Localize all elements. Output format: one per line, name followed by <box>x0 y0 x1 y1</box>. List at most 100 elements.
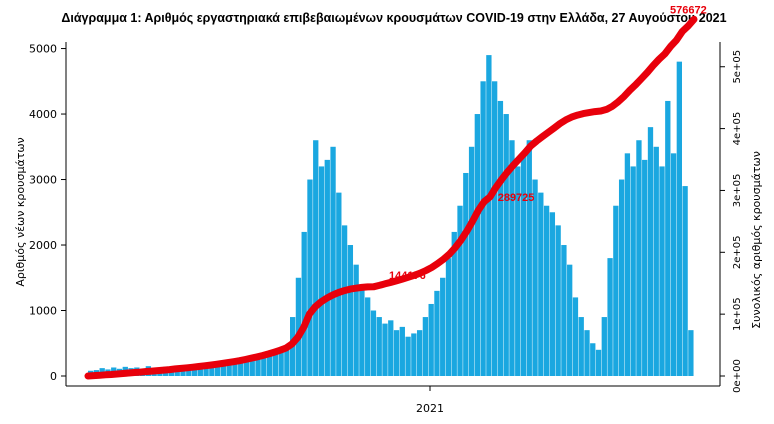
cumulative-line <box>84 15 698 380</box>
bar <box>503 114 509 376</box>
bar <box>324 159 330 376</box>
bar <box>255 356 261 376</box>
y-left-tick-label: 3000 <box>29 174 57 187</box>
y-axis-right-label: Συνολικός αριθμός κρουσμάτων <box>750 151 763 329</box>
y-right-tick-label: 4e+05 <box>732 112 743 146</box>
bar <box>549 212 556 376</box>
cumulative-annotation: 289725 <box>498 192 535 204</box>
y-axis-left-ticks: 0 1000 2000 3000 4000 5000 <box>29 43 66 383</box>
cumulative-line-path <box>84 15 698 380</box>
chart-title: Διάγραμμα 1: Αριθμός εργαστηριακά επιβεβ… <box>61 11 726 25</box>
bar <box>567 264 573 376</box>
bar <box>653 146 659 376</box>
bar <box>341 225 348 376</box>
bar <box>590 343 596 376</box>
bar <box>543 205 550 376</box>
bar <box>532 179 538 376</box>
bar <box>474 114 480 376</box>
y-right-tick-label: 1e+05 <box>732 297 743 331</box>
y-left-tick-label: 1000 <box>29 305 57 318</box>
bar <box>676 61 682 376</box>
bar <box>520 153 527 376</box>
cumulative-annotation: 576672 <box>670 4 707 16</box>
bar <box>278 348 284 376</box>
bar <box>336 192 342 376</box>
y-left-tick-label: 4000 <box>29 108 57 121</box>
bar <box>191 365 198 376</box>
bar <box>538 192 544 376</box>
bar <box>434 290 440 376</box>
y-right-tick-label: 5e+05 <box>732 50 743 84</box>
bar <box>197 366 203 376</box>
bar <box>445 258 452 376</box>
bar <box>232 361 238 376</box>
bar <box>509 140 515 376</box>
bar <box>295 277 302 376</box>
bar <box>578 317 584 376</box>
bar <box>388 320 394 376</box>
bar <box>243 359 250 376</box>
bar-series <box>88 55 694 377</box>
bar <box>515 166 521 376</box>
bar <box>301 231 307 376</box>
bar <box>186 366 192 376</box>
bar <box>630 166 636 376</box>
bar <box>584 330 590 376</box>
bar <box>416 330 423 376</box>
x-tick-label: 2021 <box>416 402 444 415</box>
bar <box>463 172 469 376</box>
bar <box>284 345 290 376</box>
bar <box>359 284 365 376</box>
bar <box>595 349 602 376</box>
bar <box>457 205 463 376</box>
bar <box>555 225 561 376</box>
bar <box>393 330 400 376</box>
bar <box>249 357 255 376</box>
y-right-tick-label: 2e+05 <box>732 235 743 269</box>
y-left-tick-label: 5000 <box>29 43 57 56</box>
bar <box>497 100 504 377</box>
bar <box>618 179 625 376</box>
bar <box>261 355 267 376</box>
bar <box>561 245 567 376</box>
bar <box>486 55 492 377</box>
bar <box>682 186 688 376</box>
bar <box>659 166 665 376</box>
bar <box>347 245 354 376</box>
bar <box>376 317 382 376</box>
bar <box>601 317 607 376</box>
bar <box>642 159 648 376</box>
y-axis-right-ticks: 0e+00 1e+05 2e+05 3e+05 4e+05 5e+05 <box>720 50 743 393</box>
y-left-tick-label: 2000 <box>29 239 57 252</box>
bar <box>209 365 215 376</box>
bar <box>307 179 313 376</box>
bar <box>688 330 694 376</box>
bar <box>572 297 579 376</box>
bar <box>238 360 244 376</box>
bar <box>665 100 671 377</box>
bar <box>203 364 209 376</box>
bar <box>480 81 486 376</box>
y-right-tick-label: 0e+00 <box>732 359 743 393</box>
bar <box>365 297 371 376</box>
bar <box>180 367 186 376</box>
y-right-tick-label: 3e+05 <box>732 174 743 208</box>
bar <box>636 140 642 376</box>
bar <box>313 140 319 376</box>
bar <box>399 326 405 376</box>
bar <box>607 258 613 376</box>
bar <box>353 264 359 376</box>
bar <box>422 317 429 376</box>
y-axis-left-label: Αριθμός νέων κρουσμάτων <box>14 137 27 286</box>
bar <box>428 303 434 376</box>
bar <box>468 146 475 376</box>
bar <box>405 336 411 376</box>
bar <box>382 323 388 376</box>
bar <box>451 231 457 376</box>
y-left-tick-label: 0 <box>50 370 57 383</box>
bar <box>318 166 325 376</box>
bar <box>624 153 631 376</box>
bar <box>214 364 221 376</box>
cumulative-annotation: 144176 <box>389 270 426 282</box>
